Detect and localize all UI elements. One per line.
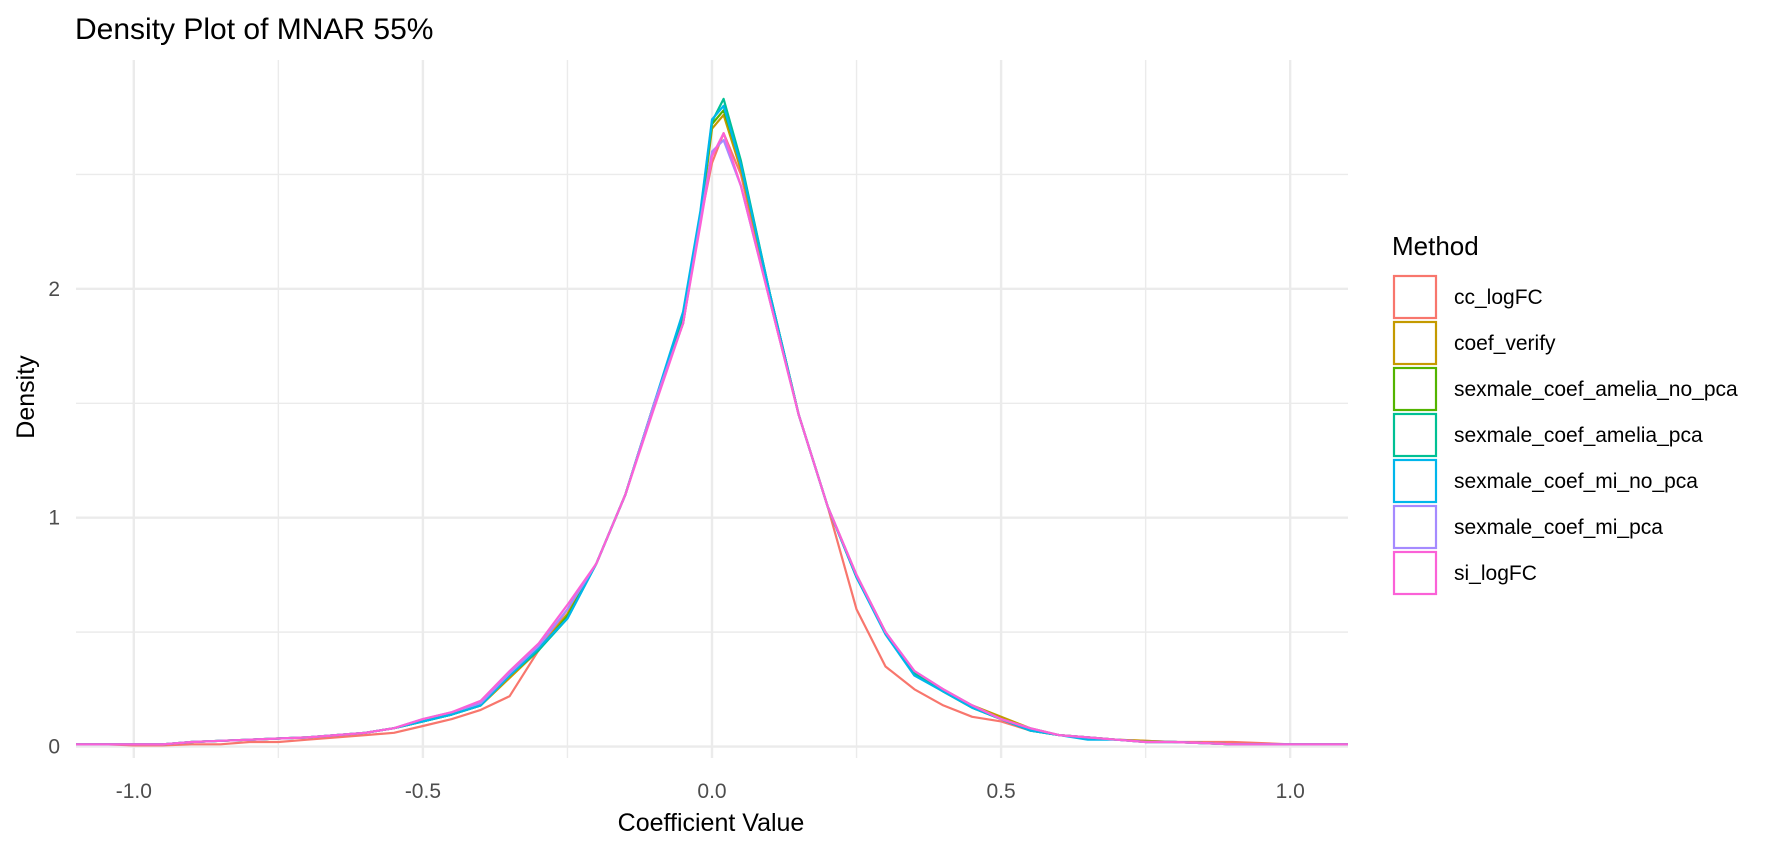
legend: Method cc_logFC coef_verify sexmale_coef_a… (1392, 231, 1738, 596)
x-tick-label: 0.0 (697, 780, 726, 803)
x-axis-title: Coefficient Value (618, 809, 805, 837)
legend-key-sexmale-coef-mi-no-pca (1392, 458, 1438, 504)
x-tick-label: 0.5 (986, 780, 1015, 803)
y-tick-label: 1 (48, 507, 60, 530)
legend-key-sexmale-coef-amelia-no-pca (1392, 366, 1438, 412)
density-lines (76, 97, 1348, 747)
legend-title: Method (1392, 231, 1479, 261)
legend-label: sexmale_coef_mi_pca (1454, 516, 1663, 539)
x-tick-labels: -1.0 -0.5 0.0 0.5 1.0 (116, 780, 1305, 803)
legend-key-si-logFC (1392, 550, 1438, 596)
legend-label: coef_verify (1454, 332, 1556, 355)
legend-label: cc_logFC (1454, 286, 1543, 309)
legend-key-sexmale-coef-mi-pca (1392, 504, 1438, 550)
legend-label: sexmale_coef_amelia_no_pca (1454, 378, 1738, 401)
y-axis-title: Density (12, 355, 40, 439)
density-line-si-logFC (76, 132, 1348, 746)
y-tick-labels: 0 1 2 (48, 278, 60, 759)
x-tick-label: -0.5 (405, 780, 441, 803)
legend-label: sexmale_coef_amelia_pca (1454, 424, 1703, 447)
y-tick-label: 0 (48, 736, 60, 759)
legend-label: si_logFC (1454, 562, 1537, 585)
legend-key-sexmale-coef-amelia-pca (1392, 412, 1438, 458)
chart-title: Density Plot of MNAR 55% (75, 13, 433, 46)
x-tick-label: 1.0 (1276, 780, 1305, 803)
legend-key-coef-verify (1392, 320, 1438, 366)
legend-key-cc-logFC (1392, 274, 1438, 320)
x-tick-label: -1.0 (116, 780, 152, 803)
y-tick-label: 2 (48, 278, 60, 301)
legend-label: sexmale_coef_mi_no_pca (1454, 470, 1698, 493)
grid-lines (76, 60, 1348, 758)
